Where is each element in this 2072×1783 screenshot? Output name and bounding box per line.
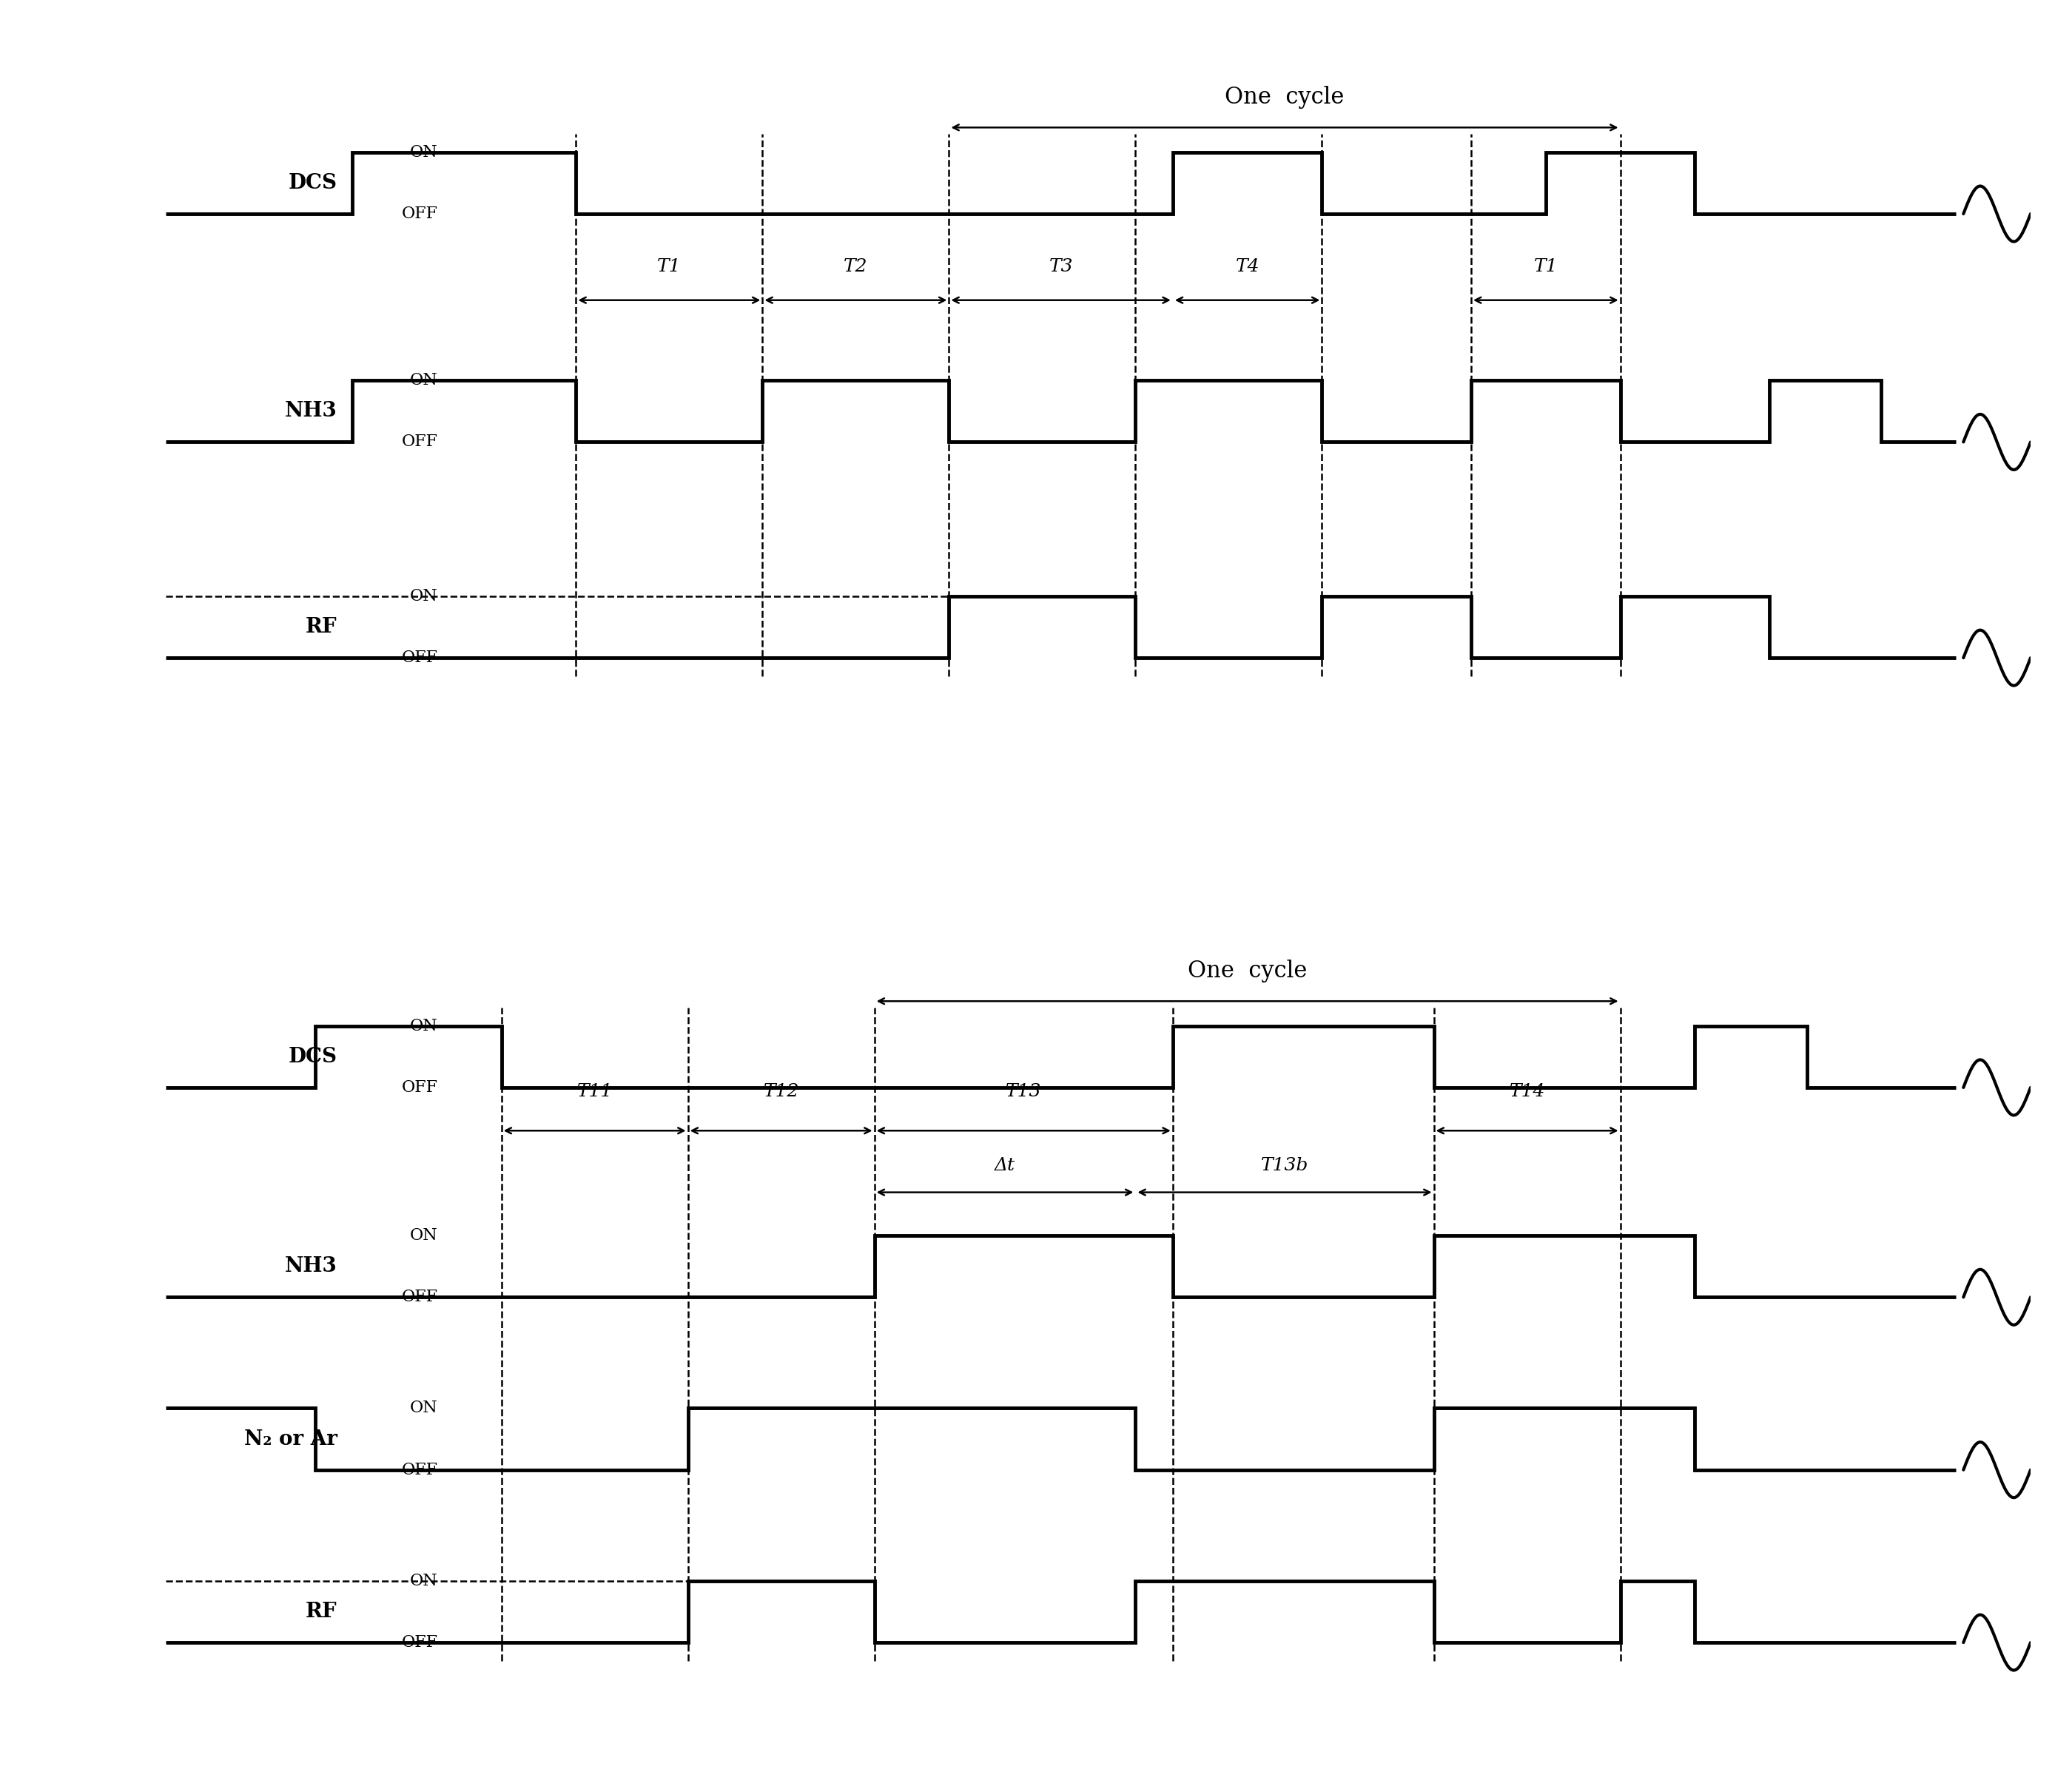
Text: T14: T14 bbox=[1508, 1082, 1546, 1100]
Text: T13b: T13b bbox=[1262, 1157, 1307, 1173]
Text: ON: ON bbox=[410, 588, 437, 604]
Text: Δt: Δt bbox=[995, 1157, 1015, 1173]
Text: ON: ON bbox=[410, 1400, 437, 1416]
Text: T2: T2 bbox=[843, 259, 868, 276]
Text: N₂ or Ar: N₂ or Ar bbox=[244, 1428, 338, 1450]
Text: RF: RF bbox=[307, 1601, 338, 1623]
Text: OFF: OFF bbox=[402, 205, 437, 221]
Text: T11: T11 bbox=[576, 1082, 613, 1100]
Text: One  cycle: One cycle bbox=[1187, 959, 1307, 982]
Text: T4: T4 bbox=[1235, 259, 1260, 276]
Text: OFF: OFF bbox=[402, 433, 437, 449]
Text: T3: T3 bbox=[1048, 259, 1073, 276]
Text: One  cycle: One cycle bbox=[1225, 86, 1345, 109]
Text: ON: ON bbox=[410, 1227, 437, 1243]
Text: RF: RF bbox=[307, 617, 338, 637]
Text: DCS: DCS bbox=[288, 173, 338, 193]
Text: ON: ON bbox=[410, 144, 437, 160]
Text: OFF: OFF bbox=[402, 1289, 437, 1305]
Text: NH3: NH3 bbox=[286, 401, 338, 421]
Text: OFF: OFF bbox=[402, 1079, 437, 1095]
Text: T12: T12 bbox=[762, 1082, 800, 1100]
Text: ON: ON bbox=[410, 1573, 437, 1589]
Text: T1: T1 bbox=[657, 259, 682, 276]
Text: T1: T1 bbox=[1533, 259, 1558, 276]
Text: OFF: OFF bbox=[402, 1462, 437, 1478]
Text: DCS: DCS bbox=[288, 1047, 338, 1066]
Text: OFF: OFF bbox=[402, 1635, 437, 1651]
Text: T13: T13 bbox=[1005, 1082, 1042, 1100]
Text: NH3: NH3 bbox=[286, 1257, 338, 1277]
Text: ON: ON bbox=[410, 373, 437, 389]
Text: OFF: OFF bbox=[402, 649, 437, 667]
Text: ON: ON bbox=[410, 1018, 437, 1034]
